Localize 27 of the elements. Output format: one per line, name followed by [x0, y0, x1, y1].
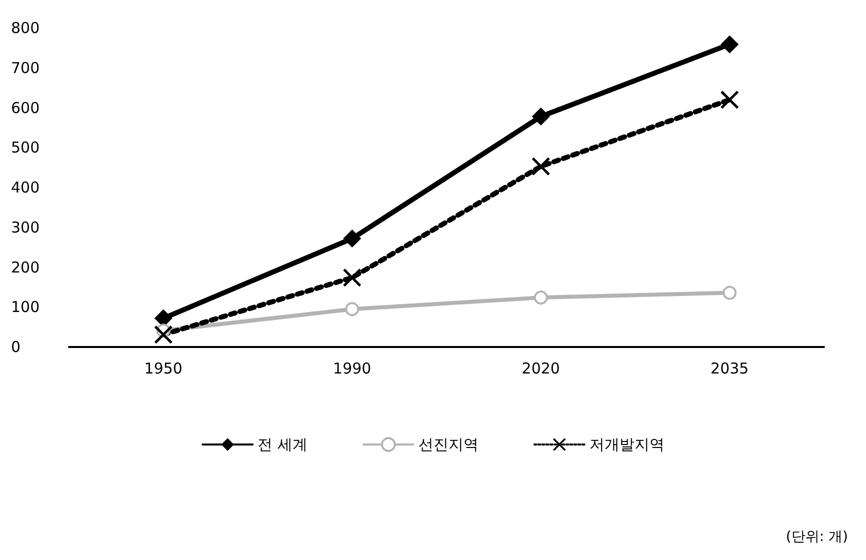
point — [720, 90, 739, 109]
legend-label: 전 세계 — [258, 436, 308, 454]
y-tick-label: 600 — [11, 98, 40, 117]
x-tick-label: 2020 — [522, 360, 560, 378]
point — [343, 230, 362, 248]
point — [534, 290, 548, 305]
y-tick-label: 800 — [11, 19, 40, 37]
legend-label: 선진지역 — [418, 436, 478, 454]
point — [722, 286, 737, 300]
point — [154, 326, 172, 344]
y-tick-label: 0 — [11, 338, 21, 356]
point — [720, 35, 739, 54]
point — [532, 157, 550, 176]
legend-label: 저개발지역 — [589, 436, 664, 454]
x-tick-label: 2035 — [710, 360, 749, 378]
x-tick-label: 1950 — [144, 360, 182, 378]
y-tick-label: 500 — [11, 138, 40, 157]
point — [343, 268, 362, 287]
y-tick-label: 700 — [11, 58, 40, 77]
point — [532, 108, 550, 126]
y-tick-label: 200 — [11, 258, 40, 276]
text: (단위: 개) — [786, 529, 848, 545]
y-tick-label: 400 — [11, 178, 40, 196]
x-tick-label: 1990 — [333, 360, 372, 378]
y-tick-label: 100 — [11, 298, 40, 316]
point — [345, 302, 360, 316]
y-tick-label: 300 — [11, 218, 40, 236]
